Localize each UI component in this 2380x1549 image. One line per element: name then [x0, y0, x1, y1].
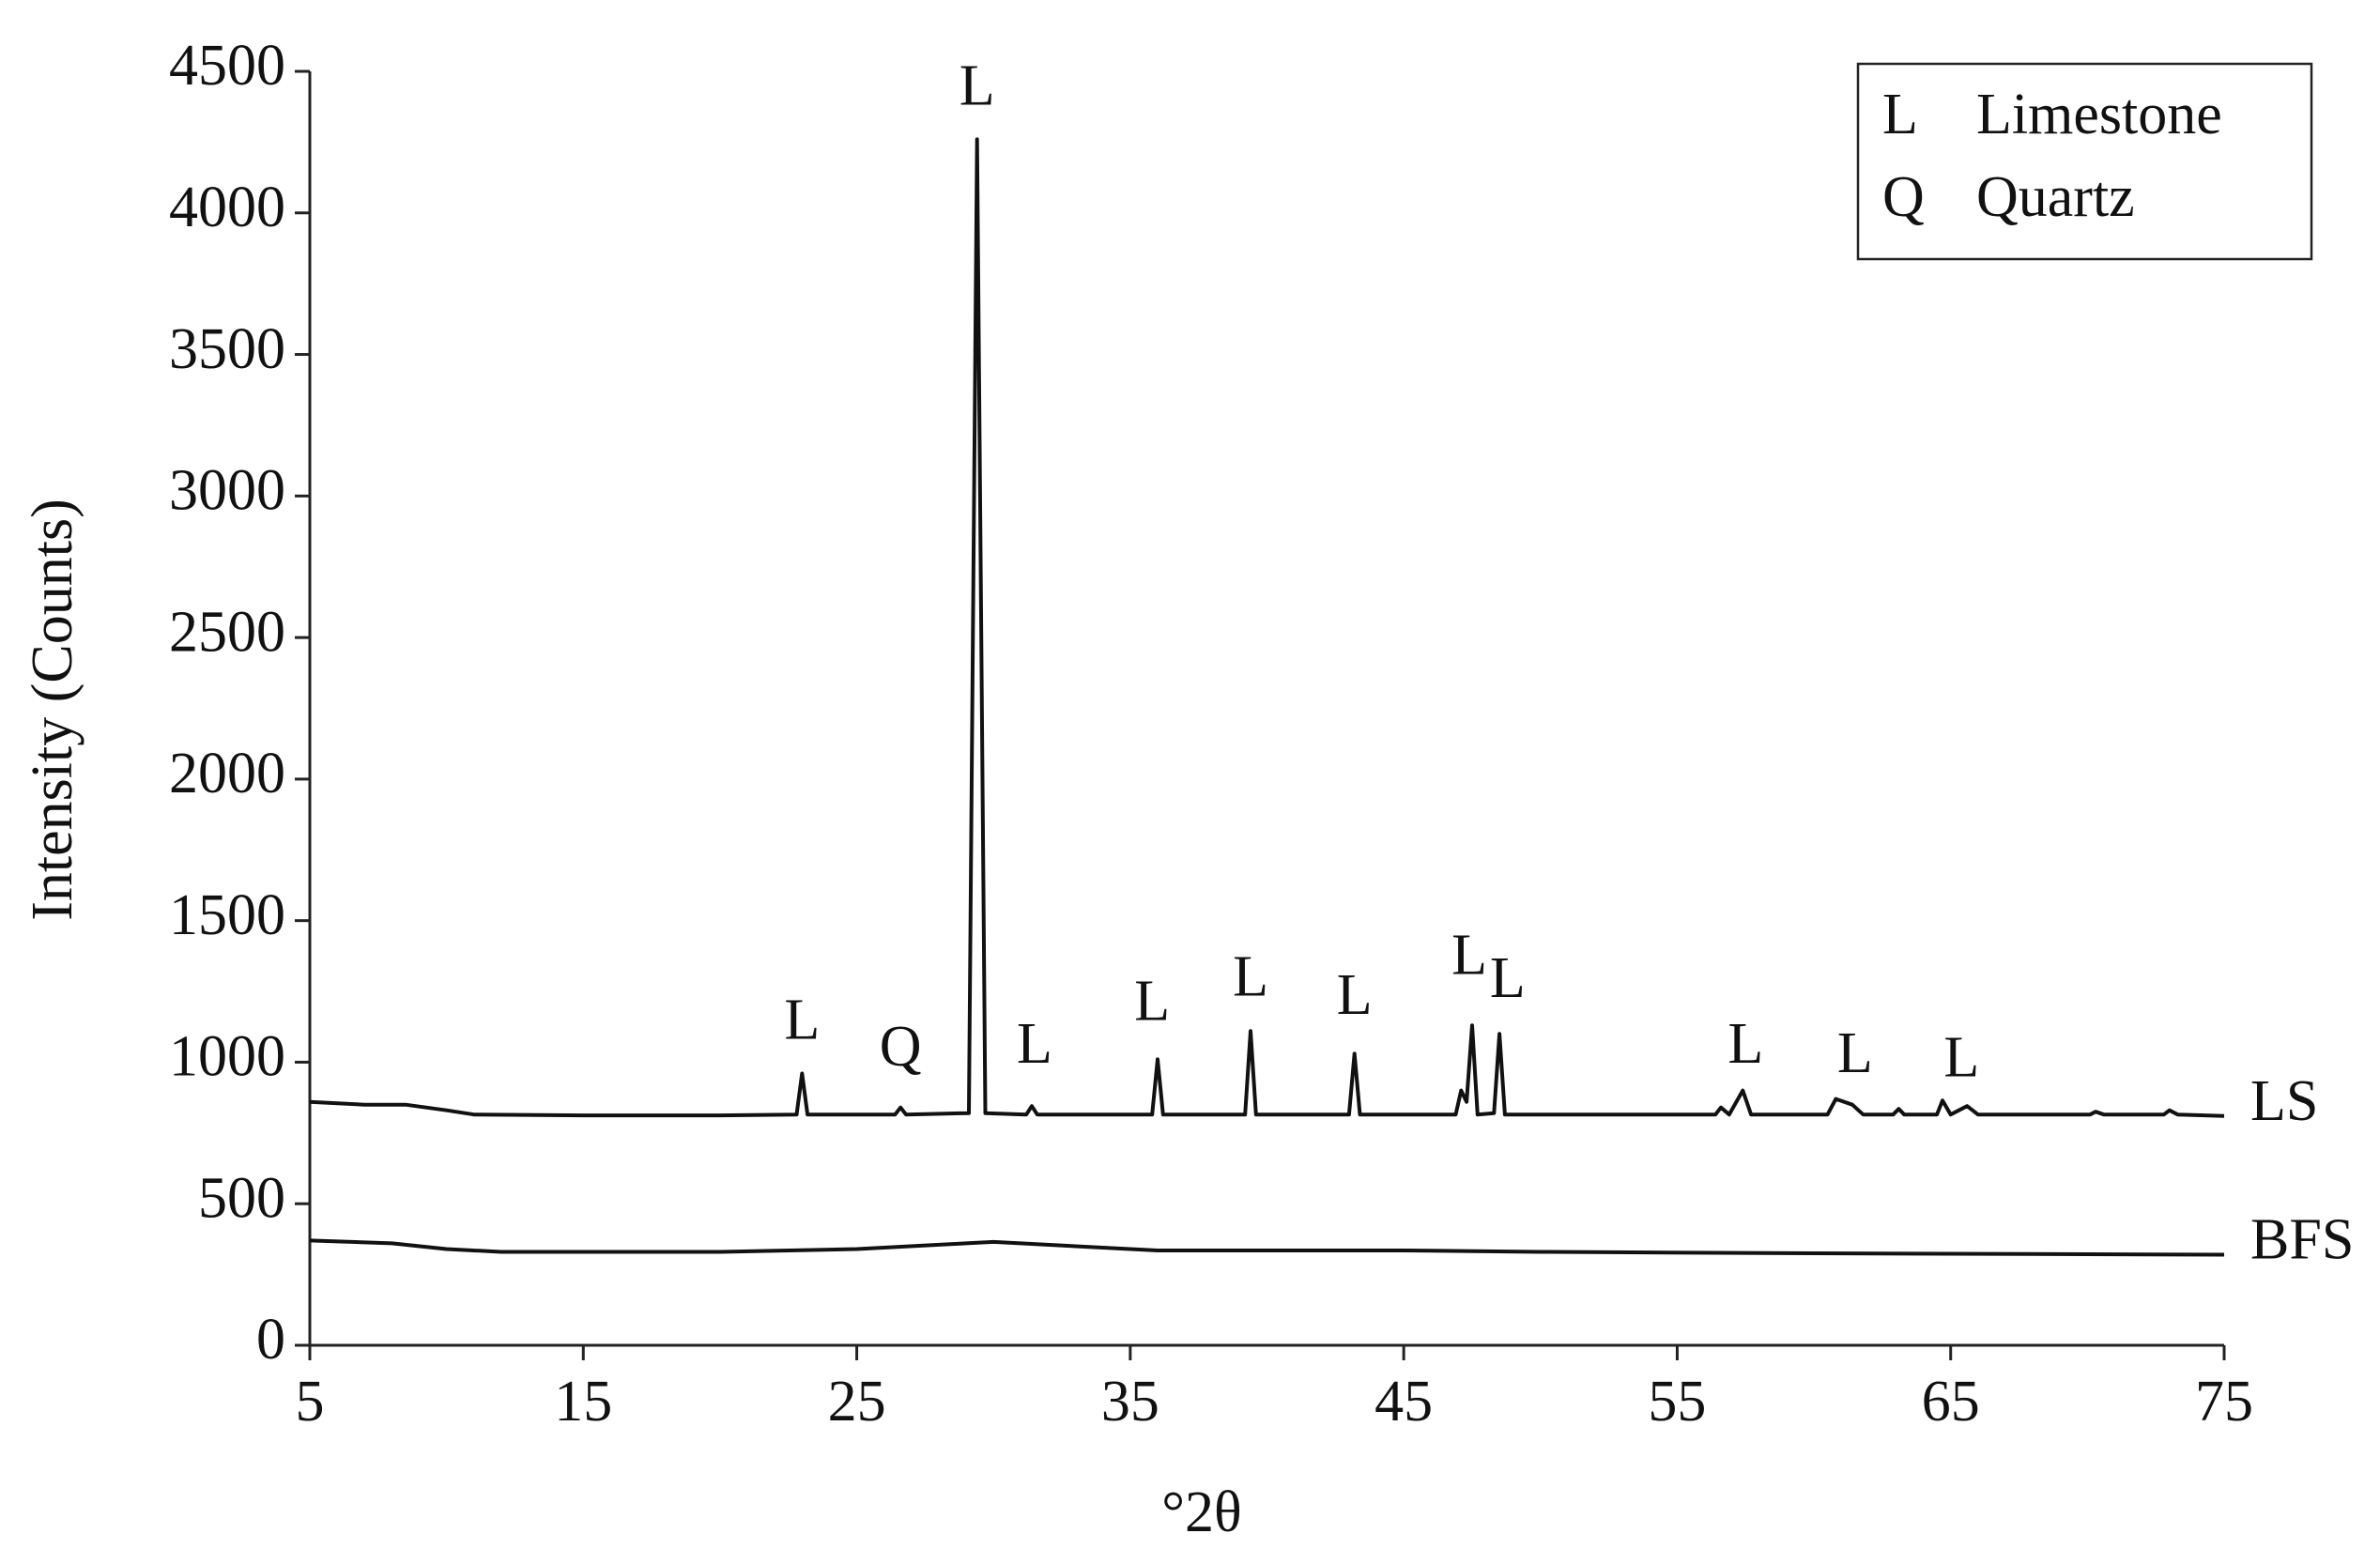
- y-tick-label: 2500: [169, 600, 285, 664]
- y-tick-label: 500: [198, 1166, 285, 1230]
- legend-label: Limestone: [1976, 83, 2222, 146]
- y-tick-label: 4000: [169, 176, 285, 239]
- peak-label: Q: [880, 1015, 922, 1079]
- legend-box: [1856, 62, 2313, 261]
- series-label: BFS: [2250, 1208, 2354, 1272]
- y-axis-title: Intensity (Counts): [21, 498, 84, 920]
- peak-label: L: [1943, 1026, 1979, 1090]
- y-tick-label: 3500: [169, 317, 285, 381]
- y-tick-label: 1000: [169, 1025, 285, 1089]
- peak-label: L: [960, 54, 995, 117]
- x-tick-label: 35: [1101, 1370, 1159, 1434]
- x-tick-label: 55: [1648, 1370, 1706, 1434]
- legend-label: Quartz: [1976, 165, 2135, 229]
- legend-symbol: L: [1882, 83, 1918, 146]
- y-tick-label: 0: [256, 1308, 285, 1372]
- legend-symbol: Q: [1882, 165, 1925, 229]
- peak-label: L: [1727, 1012, 1763, 1076]
- series-line: [309, 1238, 2225, 1257]
- x-tick-label: 15: [554, 1370, 612, 1434]
- peak-label: L: [1134, 970, 1170, 1034]
- peak-label: L: [1490, 946, 1526, 1010]
- x-tick-label: 25: [828, 1370, 886, 1434]
- x-tick-label: 45: [1374, 1370, 1433, 1434]
- series-label: LS: [2250, 1069, 2318, 1133]
- peak-label: L: [1337, 963, 1373, 1027]
- peak-label: L: [1451, 924, 1487, 988]
- y-tick-label: 2000: [169, 742, 285, 805]
- x-tick-label: 65: [1922, 1370, 1980, 1434]
- peak-label: L: [1837, 1021, 1873, 1085]
- x-axis-title: °2θ: [1161, 1480, 1242, 1544]
- y-tick-label: 1500: [169, 883, 285, 947]
- peak-label: L: [1233, 944, 1268, 1008]
- peak-label: L: [1017, 1012, 1052, 1076]
- peak-label: L: [784, 988, 820, 1051]
- x-tick-label: 5: [296, 1370, 325, 1434]
- y-tick-label: 3000: [169, 459, 285, 523]
- x-tick-label: 75: [2195, 1370, 2253, 1434]
- y-tick-label: 4500: [169, 34, 285, 98]
- series-line: [309, 137, 2225, 1118]
